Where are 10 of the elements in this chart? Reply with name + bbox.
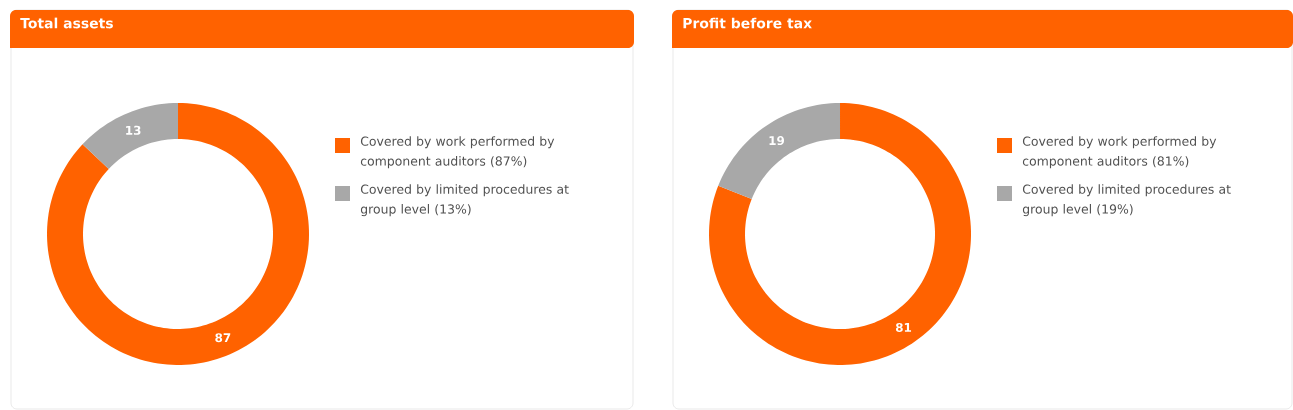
data-label: 13 bbox=[126, 125, 141, 135]
data-label: 81 bbox=[895, 322, 912, 332]
legend-label: Covered by limited procedures at group level (13%) bbox=[360, 184, 569, 217]
legend-label: Covered by limited procedures at group level (19%) bbox=[1022, 184, 1231, 217]
legend-label: Covered by work performed by component auditors (81%) bbox=[1022, 136, 1217, 169]
data-label: 87 bbox=[215, 333, 231, 343]
chart-title: Profit before tax bbox=[683, 17, 812, 29]
data-label: 19 bbox=[769, 136, 785, 146]
legend-label: Covered by work performed by component auditors (87%) bbox=[360, 136, 555, 169]
chart-title: Total assets bbox=[20, 17, 113, 29]
